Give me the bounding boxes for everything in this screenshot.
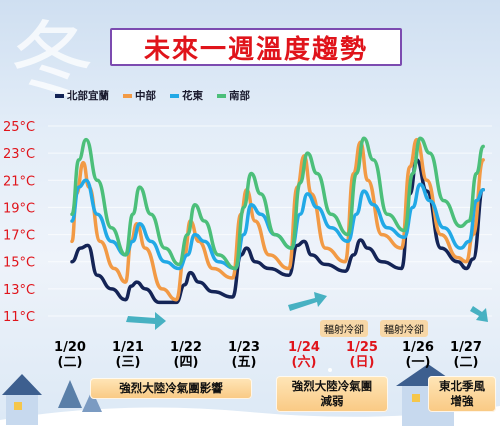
legend-swatch-north xyxy=(55,93,64,98)
title-box: 未來一週溫度趨勢 xyxy=(110,28,402,66)
date-label-5: 1/25 (日) xyxy=(342,340,382,370)
tree-left xyxy=(58,380,82,408)
trend-arrow-3 xyxy=(470,306,488,322)
radiative-cooling-note-1: 輻射冷卻 xyxy=(320,320,368,337)
date-text: 1/23 xyxy=(228,340,260,355)
event-box-3-line1: 東北季風 xyxy=(439,379,485,393)
date-text: 1/21 xyxy=(112,340,144,355)
legend-item-south: 南部 xyxy=(217,88,250,103)
series-line-2 xyxy=(70,178,485,271)
date-text: 1/24 xyxy=(288,340,320,355)
event-box-1-text: 強烈大陸冷氣團影響 xyxy=(119,381,223,395)
background-winter-glyph: 冬 xyxy=(10,12,95,110)
day-text: (二) xyxy=(453,355,479,370)
day-text: (三) xyxy=(115,355,141,370)
day-text: (四) xyxy=(173,355,199,370)
y-tick-label: 13°C xyxy=(3,283,35,298)
event-box-northeast-monsoon: 東北季風 增強 xyxy=(428,376,496,412)
day-text: (六) xyxy=(291,355,317,370)
legend-swatch-east xyxy=(170,93,179,98)
series-line-3 xyxy=(70,136,485,271)
date-label-0: 1/20 (二) xyxy=(50,340,90,370)
event-box-2-line1: 強烈大陸冷氣團 xyxy=(291,379,373,393)
y-axis-ticks: 25°C 23°C 21°C 19°C 17°C 15°C 13°C 11°C xyxy=(3,120,35,325)
day-text: (日) xyxy=(349,355,375,370)
legend-label-east: 花東 xyxy=(182,90,203,102)
legend-item-north: 北部宜蘭 xyxy=(55,88,109,103)
series-line-1 xyxy=(70,137,485,302)
date-label-3: 1/23 (五) xyxy=(224,340,264,370)
radiative-cooling-note-2: 輻射冷卻 xyxy=(380,320,428,337)
series-lines xyxy=(70,136,485,305)
date-text: 1/27 xyxy=(450,340,482,355)
legend-item-east: 花東 xyxy=(170,88,203,103)
legend-swatch-south xyxy=(217,93,226,98)
y-tick-label: 11°C xyxy=(3,310,35,325)
date-text: 1/22 xyxy=(170,340,202,355)
trend-arrow-2 xyxy=(288,292,327,311)
legend-label-north: 北部宜蘭 xyxy=(67,90,109,102)
legend-label-south: 南部 xyxy=(229,90,250,102)
snowflake xyxy=(238,348,242,352)
y-tick-label: 17°C xyxy=(3,229,35,244)
day-text: (五) xyxy=(231,355,257,370)
chart-legend: 北部宜蘭 中部 花東 南部 xyxy=(55,88,250,103)
legend-swatch-central xyxy=(123,93,132,98)
tree-left-2 xyxy=(82,390,102,412)
event-box-cold-air-mass: 強烈大陸冷氣團影響 xyxy=(90,378,252,399)
date-label-1: 1/21 (三) xyxy=(108,340,148,370)
y-tick-label: 21°C xyxy=(3,174,35,189)
y-tick-label: 19°C xyxy=(3,201,35,216)
day-text: (二) xyxy=(57,355,83,370)
event-box-3-line2: 增強 xyxy=(450,394,474,408)
date-label-2: 1/22 (四) xyxy=(166,340,206,370)
date-label-4: 1/24 (六) xyxy=(284,340,324,370)
day-text: (一) xyxy=(405,355,431,370)
snow-hill xyxy=(0,406,500,433)
date-text: 1/20 xyxy=(54,340,86,355)
y-tick-label: 15°C xyxy=(3,256,35,271)
date-text: 1/26 xyxy=(402,340,434,355)
house-left xyxy=(2,374,42,425)
y-tick-label: 25°C xyxy=(3,120,35,135)
date-label-6: 1/26 (一) xyxy=(398,340,438,370)
y-tick-label: 23°C xyxy=(3,147,35,162)
trend-arrow-1 xyxy=(126,312,166,330)
legend-item-central: 中部 xyxy=(123,88,156,103)
event-box-cold-air-weakening: 強烈大陸冷氣團 減弱 xyxy=(276,376,388,412)
date-label-7: 1/27 (二) xyxy=(446,340,486,370)
date-text: 1/25 xyxy=(346,340,378,355)
chart-title: 未來一週溫度趨勢 xyxy=(143,34,368,65)
snowflake xyxy=(328,368,332,372)
trend-arrows xyxy=(126,292,488,330)
legend-label-central: 中部 xyxy=(135,90,156,102)
event-box-2-line2: 減弱 xyxy=(320,394,344,408)
